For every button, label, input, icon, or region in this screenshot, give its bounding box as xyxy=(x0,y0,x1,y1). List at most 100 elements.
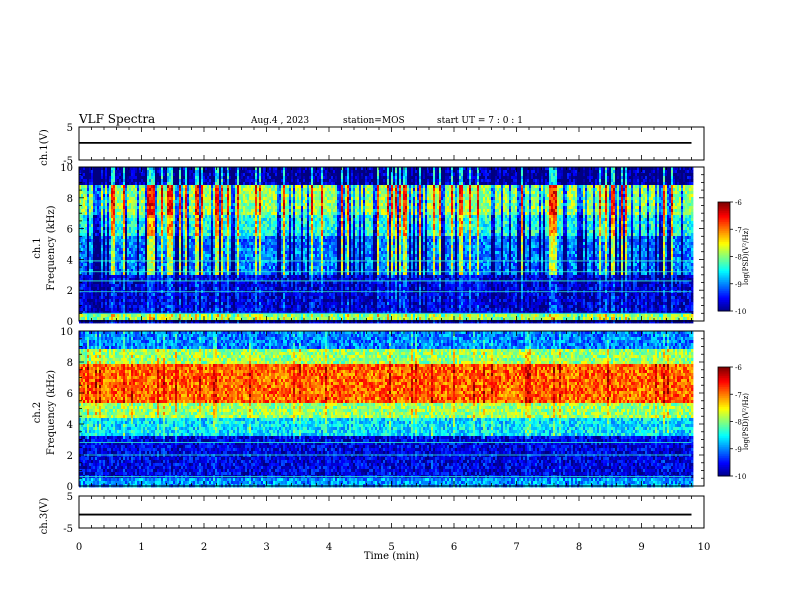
spectrogram-cell xyxy=(199,314,202,318)
spectrogram-cell xyxy=(159,287,162,291)
spectrogram-cell xyxy=(151,230,154,234)
spectrogram-cell xyxy=(199,320,202,324)
spectrogram-cell xyxy=(135,317,138,321)
spectrogram-cell xyxy=(187,218,190,222)
spectrogram-cell xyxy=(191,209,194,213)
spectrogram-cell xyxy=(151,176,154,180)
spectrogram-cell xyxy=(145,314,148,318)
spectrogram-cell xyxy=(151,182,154,186)
spectrogram-cell xyxy=(147,317,150,321)
spectrogram-cell xyxy=(97,170,100,174)
spectrogram-cell xyxy=(107,275,110,279)
spectrogram-cell xyxy=(91,200,94,204)
spectrogram-cell xyxy=(155,185,158,189)
spectrogram-cell xyxy=(99,284,102,288)
spectrogram-cell xyxy=(171,296,174,300)
spectrogram-cell xyxy=(145,293,148,297)
spectrogram-cell xyxy=(103,182,106,186)
spectrogram-cell xyxy=(93,188,96,192)
spectrogram-cell xyxy=(105,308,108,312)
spectrogram-cell xyxy=(109,209,112,213)
spectrogram-cell xyxy=(173,263,176,267)
spectrogram-cell xyxy=(115,212,118,216)
spectrogram-cell xyxy=(85,224,88,228)
spectrogram-cell xyxy=(195,269,198,273)
spectrogram-cell xyxy=(113,317,116,321)
spectrogram-cell xyxy=(183,299,186,303)
spectrogram-cell xyxy=(109,248,112,252)
spectrogram-cell xyxy=(165,251,168,255)
spectrogram-cell xyxy=(113,239,116,243)
spectrogram-cell xyxy=(145,272,148,276)
spectrogram-cell xyxy=(159,206,162,210)
spectrogram-cell xyxy=(183,218,186,222)
spectrogram-cell xyxy=(121,200,124,204)
spectrogram-cell xyxy=(167,224,170,228)
spectrogram-cell xyxy=(83,167,86,171)
spectrogram-cell xyxy=(197,269,200,273)
spectrogram-cell xyxy=(101,251,104,255)
spectrogram-cell xyxy=(165,320,168,324)
spectrogram-cell xyxy=(129,302,132,306)
spectrogram-cell xyxy=(133,251,136,255)
spectrogram-cell xyxy=(95,311,98,315)
spectrogram-cell xyxy=(91,278,94,282)
spectrogram-cell xyxy=(179,227,182,231)
spectrogram-cell xyxy=(173,194,176,198)
spectrogram-cell xyxy=(107,173,110,177)
spectrogram-cell xyxy=(157,278,160,282)
spectrogram-cell xyxy=(99,275,102,279)
spectrogram-cell xyxy=(83,230,86,234)
spectrogram-cell xyxy=(179,170,182,174)
spectrogram-cell xyxy=(95,317,98,321)
spectrogram-cell xyxy=(153,269,156,273)
spectrogram-cell xyxy=(163,272,166,276)
spectrogram-cell xyxy=(131,221,134,225)
spectrogram-cell xyxy=(87,278,90,282)
spectrogram-cell xyxy=(79,299,82,303)
spectrogram-cell xyxy=(119,272,122,276)
spectrogram-cell xyxy=(89,260,92,264)
spectrogram-cell xyxy=(163,317,166,321)
spectrogram-cell xyxy=(85,221,88,225)
spectrogram-cell xyxy=(125,272,128,276)
spectrogram-cell xyxy=(129,215,132,219)
spectrogram-cell xyxy=(121,281,124,285)
spectrogram-cell xyxy=(141,317,144,321)
spectrogram-cell xyxy=(139,227,142,231)
spectrogram-cell xyxy=(169,269,172,273)
spectrogram-cell xyxy=(123,197,126,201)
spectrogram-cell xyxy=(123,299,126,303)
spectrogram-cell xyxy=(115,248,118,252)
spectrogram-cell xyxy=(161,224,164,228)
spectrogram-cell xyxy=(151,278,154,282)
spectrogram-cell xyxy=(97,272,100,276)
spectrogram-cell xyxy=(141,311,144,315)
spectrogram-cell xyxy=(123,236,126,240)
spectrogram-cell xyxy=(125,311,128,315)
spectrogram-cell xyxy=(187,215,190,219)
spectrogram-cell xyxy=(169,221,172,225)
spectrogram-cell xyxy=(123,314,126,318)
spectrogram-cell xyxy=(183,212,186,216)
spectrogram-cell xyxy=(151,317,154,321)
spectrogram-cell xyxy=(113,302,116,306)
spectrogram-cell xyxy=(139,191,142,195)
spectrogram-cell xyxy=(191,269,194,273)
spectrogram-cell xyxy=(197,218,200,222)
spectrogram-cell xyxy=(139,242,142,246)
spectrogram-cell xyxy=(133,248,136,252)
spectrogram-cell xyxy=(105,242,108,246)
spectrogram-cell xyxy=(137,278,140,282)
spectrogram-cell xyxy=(167,296,170,300)
spectrogram-cell xyxy=(167,215,170,219)
spectrogram-cell xyxy=(185,254,188,258)
spectrogram-cell xyxy=(177,179,180,183)
spectrogram-cell xyxy=(105,311,108,315)
spectrogram-cell xyxy=(193,287,196,291)
spectrogram-cell xyxy=(137,275,140,279)
spectrogram-cell xyxy=(165,227,168,231)
spectrogram-cell xyxy=(169,254,172,258)
spectrogram-cell xyxy=(99,236,102,240)
spectrogram-cell xyxy=(113,197,116,201)
